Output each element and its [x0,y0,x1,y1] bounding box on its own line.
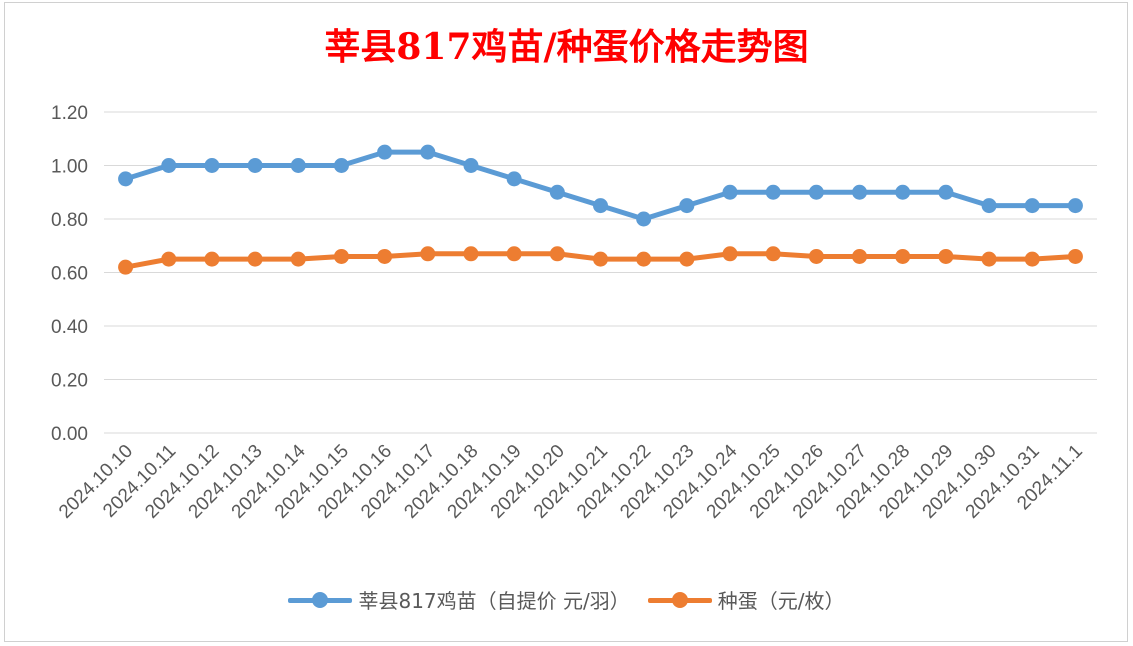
data-point [290,251,306,267]
data-point [1024,251,1040,267]
y-tick-label: 0.40 [51,317,88,338]
data-point [247,158,263,173]
data-point [722,246,738,262]
data-point [765,184,781,200]
data-point [636,211,652,227]
y-tick-label: 1.20 [51,103,88,124]
data-point [1067,248,1083,264]
data-point [161,158,177,173]
series-layer [118,144,1083,275]
data-point [593,251,608,267]
data-point [420,246,436,262]
y-tick-label: 0.00 [51,424,88,445]
data-point [808,248,824,264]
legend-swatch-chick [288,588,353,612]
data-point [981,198,997,214]
data-point [463,246,479,262]
data-point [161,251,177,267]
legend-swatch-egg [647,588,712,612]
data-point [506,171,522,187]
y-tick-label: 0.20 [51,371,88,392]
data-point [895,184,911,200]
data-point [852,248,868,264]
data-point [549,184,565,200]
data-point [333,158,349,173]
data-point [1067,198,1083,214]
data-point [290,158,306,173]
data-point [377,144,393,160]
y-tick-label: 0.80 [51,210,88,231]
data-point [981,251,997,267]
x-axis-ticks: 2024.10.102024.10.112024.10.122024.10.13… [55,440,1087,522]
data-point [204,251,220,267]
data-point [463,158,479,173]
data-point [204,158,220,173]
data-point [722,184,738,200]
data-point [938,184,954,200]
chart-frame [4,2,1128,642]
y-tick-label: 0.60 [51,264,88,285]
series-0 [118,144,1083,227]
data-point [938,248,954,264]
y-tick-label: 1.00 [51,157,88,178]
data-point [420,144,436,160]
data-point [1024,198,1040,214]
legend-label-chick: 莘县817鸡苗（自提价 元/羽） [358,589,630,613]
data-point [808,184,824,200]
data-point [118,259,134,275]
legend-label-egg: 种蛋（元/枚） [717,589,845,613]
legend: 莘县817鸡苗（自提价 元/羽） 种蛋（元/枚） [0,585,1133,614]
data-point [636,251,652,267]
data-point [549,246,565,262]
data-point [377,248,393,264]
data-point [679,198,695,214]
chart-title: 莘县817鸡苗/种蛋价格走势图 [324,26,809,68]
legend-item-chick: 莘县817鸡苗（自提价 元/羽） [288,585,630,614]
legend-item-egg: 种蛋（元/枚） [647,585,845,614]
data-point [506,246,522,262]
data-point [895,248,911,264]
data-point [333,248,349,264]
data-point [765,246,781,262]
data-point [247,251,263,267]
data-point [593,198,608,214]
data-point [852,184,868,200]
data-point [118,171,134,187]
y-axis-ticks: 0.00 0.20 0.40 0.60 0.80 1.00 1.20 [51,103,88,445]
series-1 [118,246,1083,275]
data-point [679,251,695,267]
